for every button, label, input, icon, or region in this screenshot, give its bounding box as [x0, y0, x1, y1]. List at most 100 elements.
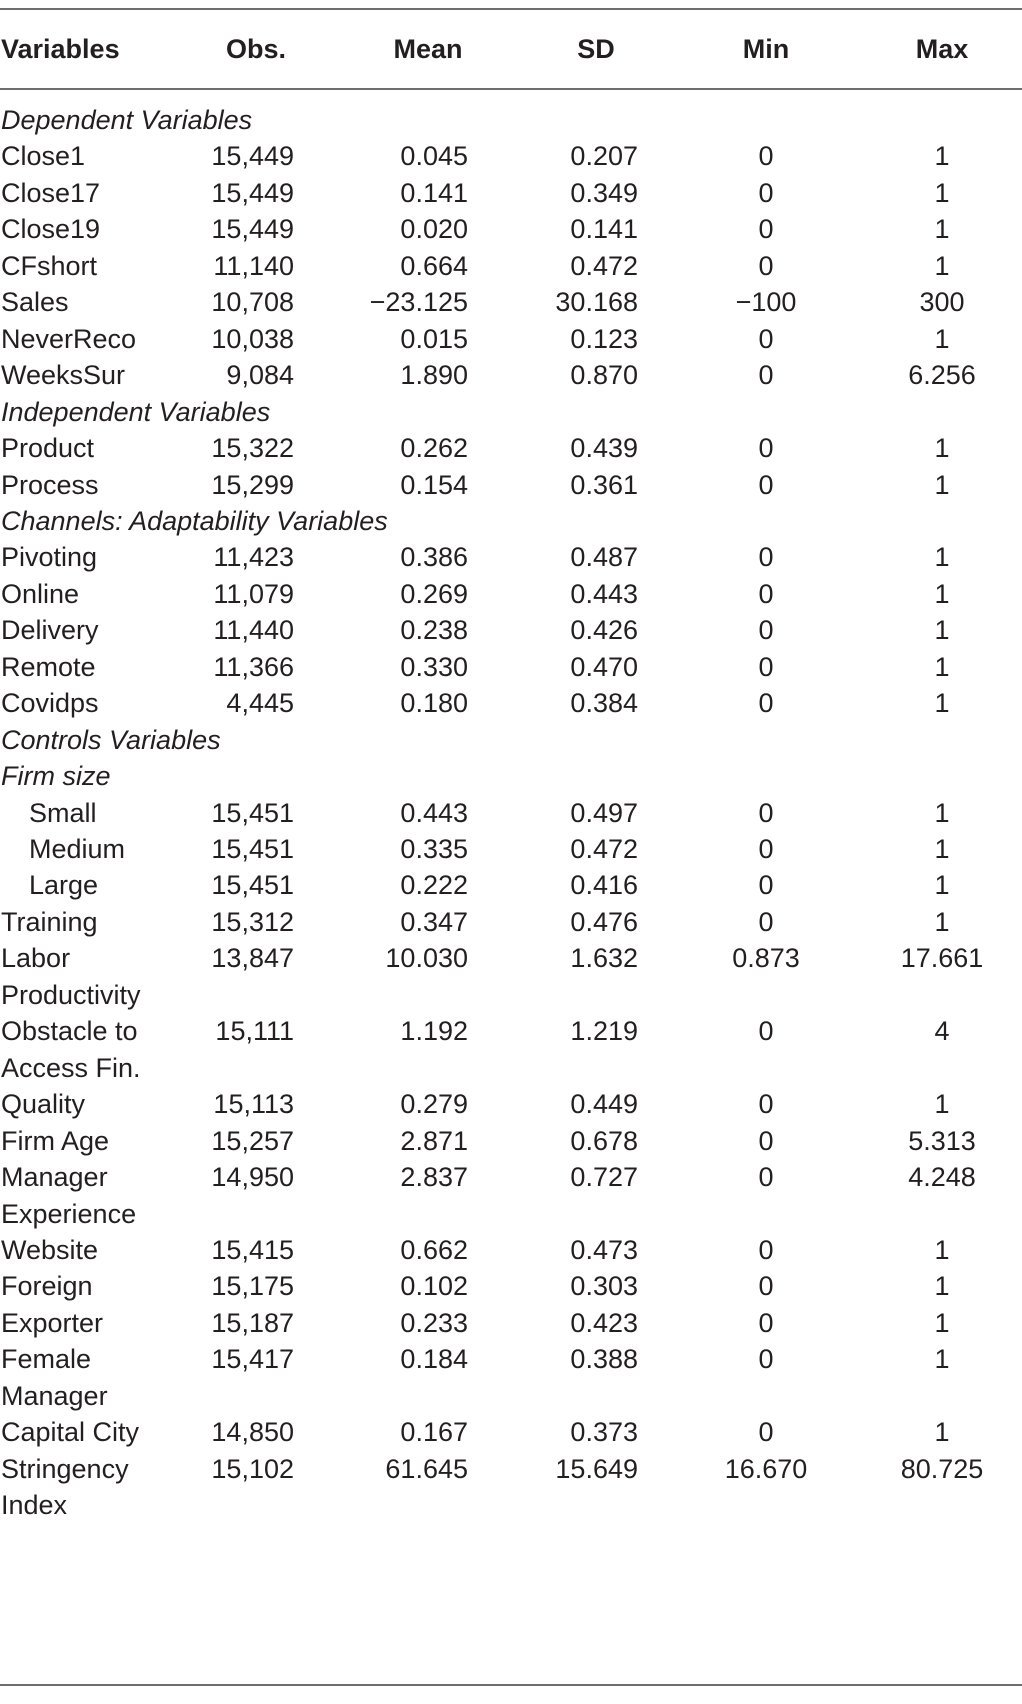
variable-name: Labor [1, 943, 71, 973]
table-bottom-rule [0, 1684, 1022, 1686]
variable-name: Quality [1, 1089, 86, 1119]
table-row: Close19 15,449 0.020 0.141 0 1 [0, 209, 1022, 249]
variable-name: Close1 [1, 141, 86, 171]
variable-name: Small [29, 798, 97, 828]
header-max: Max [915, 34, 969, 64]
variable-name: Obstacle to [1, 1016, 138, 1046]
cell-max: 1 [934, 1417, 950, 1447]
cell-mean: 0.102 [400, 1271, 468, 1301]
cell-sd: 0.303 [570, 1271, 638, 1301]
cell-min: 0 [758, 360, 774, 390]
cell-mean: 1.890 [400, 360, 468, 390]
cell-obs: 9,084 [226, 360, 294, 390]
cell-mean: 0.141 [400, 178, 468, 208]
variable-name: Process [1, 470, 99, 500]
table-row: Obstacle to 15,111 1.192 1.219 0 4 [0, 1011, 1022, 1051]
cell-obs: 11,140 [213, 251, 294, 281]
header-mean: Mean [393, 34, 463, 64]
table-row: Online 11,079 0.269 0.443 0 1 [0, 574, 1022, 614]
cell-sd: 1.219 [570, 1016, 638, 1046]
cell-min: 0 [758, 1016, 774, 1046]
variable-name: Product [1, 433, 95, 463]
variable-name: Medium [29, 834, 126, 864]
section-heading-row: Controls Variables [0, 720, 1022, 760]
section-heading: Controls Variables [1, 725, 221, 755]
cell-mean: −23.125 [369, 287, 468, 317]
table-row: Exporter 15,187 0.233 0.423 0 1 [0, 1303, 1022, 1343]
cell-max: 1 [934, 1344, 950, 1374]
cell-obs: 15,175 [211, 1271, 294, 1301]
cell-mean: 0.238 [400, 615, 468, 645]
cell-obs: 15,113 [213, 1089, 294, 1119]
table-row: Close17 15,449 0.141 0.349 0 1 [0, 173, 1022, 213]
table-row: Sales 10,708 −23.125 30.168 −100 300 [0, 282, 1022, 322]
cell-mean: 0.233 [400, 1308, 468, 1338]
table-row: Remote 11,366 0.330 0.470 0 1 [0, 647, 1022, 687]
section-heading: Channels: Adaptability Variables [1, 506, 388, 536]
table-row-continuation: Manager [0, 1376, 1022, 1416]
cell-sd: 0.472 [570, 834, 638, 864]
variable-name: Index [1, 1490, 68, 1520]
variable-name: Large [29, 870, 99, 900]
cell-mean: 0.664 [400, 251, 468, 281]
cell-max: 1 [934, 798, 950, 828]
header-min: Min [742, 34, 790, 64]
section-heading: Firm size [1, 761, 111, 791]
cell-mean: 0.222 [400, 870, 468, 900]
cell-mean: 0.347 [400, 907, 468, 937]
table-row: Medium 15,451 0.335 0.472 0 1 [0, 829, 1022, 869]
cell-min: 0 [758, 1126, 774, 1156]
cell-mean: 1.192 [400, 1016, 468, 1046]
table-row: Small 15,451 0.443 0.497 0 1 [0, 793, 1022, 833]
section-heading-row: Dependent Variables [0, 100, 1022, 140]
cell-max: 1 [934, 324, 950, 354]
cell-min: 0 [758, 324, 774, 354]
cell-obs: 15,449 [211, 141, 294, 171]
cell-max: 1 [934, 1089, 950, 1119]
cell-mean: 0.015 [400, 324, 468, 354]
table-header-rule [0, 88, 1022, 90]
table-row: Firm Age 15,257 2.871 0.678 0 5.313 [0, 1121, 1022, 1161]
cell-max: 1 [934, 907, 950, 937]
table-row: Female 15,417 0.184 0.388 0 1 [0, 1339, 1022, 1379]
cell-max: 5.313 [908, 1126, 976, 1156]
section-heading-row: Independent Variables [0, 392, 1022, 432]
variable-name: Productivity [1, 980, 141, 1010]
cell-min: 0 [758, 615, 774, 645]
cell-max: 300 [919, 287, 965, 317]
cell-mean: 61.645 [385, 1454, 468, 1484]
table-row: Quality 15,113 0.279 0.449 0 1 [0, 1084, 1022, 1124]
variable-name: Remote [1, 652, 96, 682]
cell-mean: 0.154 [400, 470, 468, 500]
table-row: Process 15,299 0.154 0.361 0 1 [0, 465, 1022, 505]
variable-name: Capital City [1, 1417, 140, 1447]
cell-mean: 2.837 [400, 1162, 468, 1192]
cell-max: 1 [934, 470, 950, 500]
cell-mean: 0.184 [400, 1344, 468, 1374]
cell-min: 0.873 [732, 943, 800, 973]
variable-name: Female [1, 1344, 92, 1374]
cell-min: 16.670 [724, 1454, 808, 1484]
cell-sd: 30.168 [555, 287, 638, 317]
cell-sd: 0.373 [570, 1417, 638, 1447]
cell-mean: 0.443 [400, 798, 468, 828]
cell-obs: 15,312 [211, 907, 294, 937]
table-row: Delivery 11,440 0.238 0.426 0 1 [0, 610, 1022, 650]
cell-mean: 0.330 [400, 652, 468, 682]
cell-sd: 0.497 [570, 798, 638, 828]
cell-obs: 15,415 [211, 1235, 294, 1265]
cell-min: 0 [758, 1308, 774, 1338]
cell-min: 0 [758, 542, 774, 572]
cell-sd: 0.423 [570, 1308, 638, 1338]
cell-mean: 0.269 [400, 579, 468, 609]
table-row-continuation: Experience [0, 1194, 1022, 1234]
table-row: WeeksSur 9,084 1.890 0.870 0 6.256 [0, 355, 1022, 395]
cell-obs: 15,102 [211, 1454, 294, 1484]
cell-obs: 15,322 [211, 433, 294, 463]
cell-mean: 0.180 [400, 688, 468, 718]
cell-max: 1 [934, 251, 950, 281]
cell-sd: 0.141 [570, 214, 638, 244]
cell-obs: 15,451 [211, 798, 294, 828]
cell-mean: 0.386 [400, 542, 468, 572]
cell-obs: 15,257 [211, 1126, 294, 1156]
